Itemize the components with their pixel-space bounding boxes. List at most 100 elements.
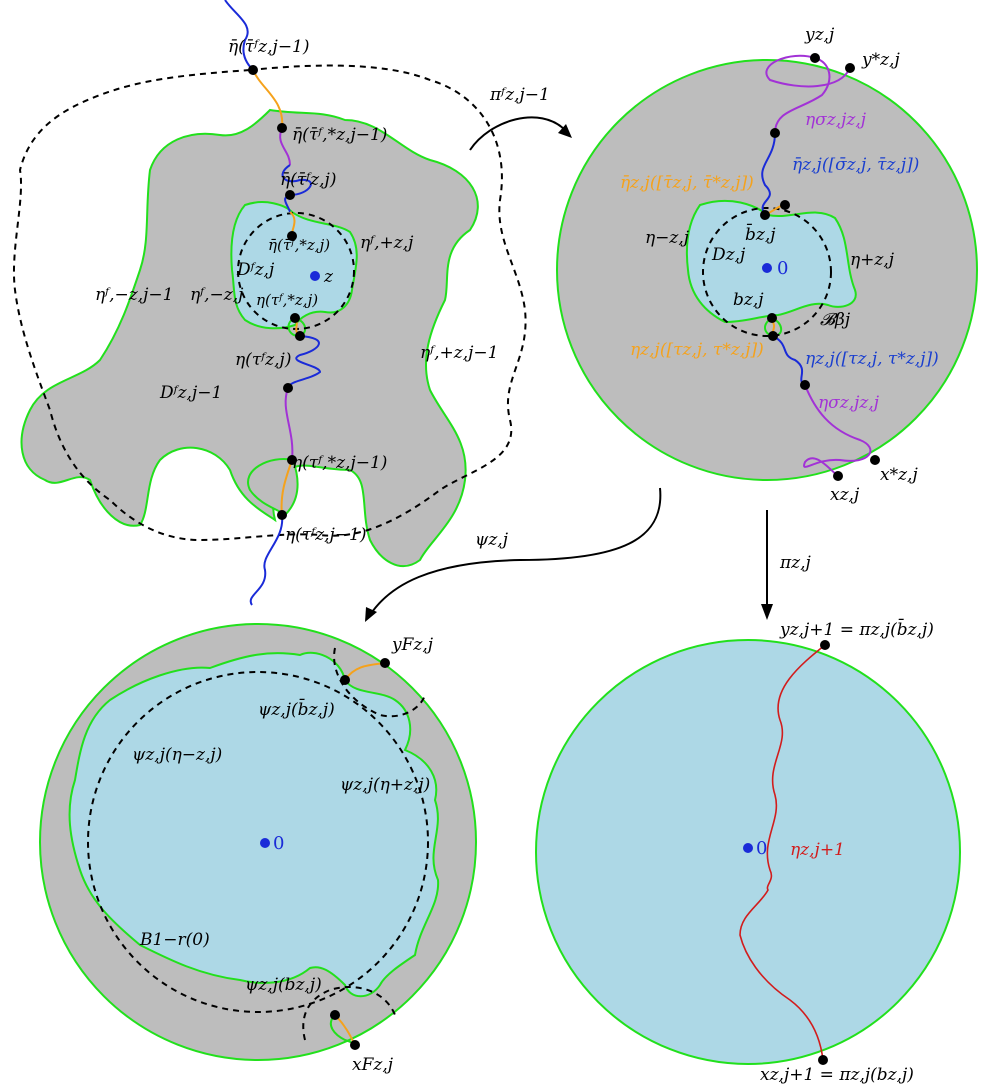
label-zero-br: 0 (756, 838, 767, 859)
label-x-star: x*z,j (880, 465, 918, 485)
label-y-F: yFz,j (391, 635, 434, 655)
label-pi-f: πᶠz,j−1 (489, 85, 550, 105)
point-tr-3 (768, 331, 778, 341)
curve-purple-bottom (803, 384, 872, 477)
label-D-f-jm1: Dᶠz,j−1 (159, 383, 222, 403)
label-eta-tau-star-jm1: η(τᶠ,*z,j−1) (292, 453, 387, 473)
label-y-star: y*z,j (861, 50, 900, 70)
point-tau-j (295, 331, 305, 341)
label-eta-bar-orange: η̄z,j([τ̄z,j, τ̄*z,j]) (620, 173, 754, 193)
label-x: xz,j (830, 485, 860, 505)
curve-blue-top (224, 0, 254, 71)
point-origin-bl (260, 838, 270, 848)
label-eta-plus: η+z,j (850, 250, 895, 270)
label-eta-f-plus-jm1: ηᶠ,+z,j−1 (420, 343, 498, 363)
label-y-next: yz,j+1 = πz,j(b̄z,j) (779, 617, 934, 640)
arrows: πᶠz,j−1 ψz,j πz,j (365, 85, 812, 622)
point-x (833, 471, 843, 481)
label-x-next: xz,j+1 = πz,j(bz,j) (760, 1065, 914, 1085)
point-tr-2 (780, 200, 790, 210)
label-eta-tau-star-j: η(τᶠ,*z,j) (256, 291, 318, 309)
label-eta-f-plus-j: ηᶠ,+z,j (360, 233, 414, 253)
label-psi-b: ψz,j(bz,j) (245, 975, 322, 995)
domain-D-f-jm1 (20, 108, 479, 567)
point-y-next (820, 640, 830, 650)
curve-blue-bottom (249, 514, 284, 606)
point-tr-1 (770, 128, 780, 138)
label-zero-bl: 0 (273, 833, 284, 854)
label-eta-next: ηz,j+1 (790, 840, 845, 860)
label-D-f-j: Dᶠz,j (236, 260, 275, 280)
curve-blue-3 (287, 335, 322, 389)
label-eta-blue: ηz,j([τz,j, τ*z,j]) (805, 349, 939, 369)
arrow-psi (369, 487, 662, 616)
label-eta-f-minus-jm1: ηᶠ,−z,j−1 (95, 285, 173, 305)
domain-D-j (685, 199, 857, 324)
label-pi: πz,j (779, 553, 812, 573)
point-y-F (380, 658, 390, 668)
arrow-pi-f (469, 116, 566, 151)
panel-top-left: η̄(τ̄ᶠz,j−1) η̄(τ̄ᶠ,*z,j−1) η̄(τ̄ᶠz,j) η… (12, 0, 527, 606)
point-tau-bar-star-jm1 (277, 123, 287, 133)
label-eta-f-minus-j: ηᶠ,−z,j (190, 285, 244, 305)
label-eta-sigma-top: ησz,jz,j (805, 110, 867, 130)
point-b-bar-top (760, 210, 770, 220)
label-z: z (323, 267, 334, 287)
point-origin-tr (762, 263, 772, 273)
label-y: yz,j (804, 25, 835, 45)
label-b: bz,j (733, 290, 764, 310)
label-eta-tau-j: η(τᶠz,j) (235, 350, 291, 370)
point-tau-bar-j (285, 190, 295, 200)
label-eta-bar-seg: η̄z,j([σ̄z,j, τ̄z,j]) (792, 155, 919, 175)
label-x-F: xFz,j (352, 1055, 394, 1075)
point-tau-jm1 (277, 510, 287, 520)
arrow-pi-f-head (558, 124, 572, 138)
label-psi-b-bar: ψz,j(b̄z,j) (258, 697, 335, 720)
point-b (767, 313, 777, 323)
label-psi: ψz,j (475, 530, 509, 550)
panel-bottom-right: yz,j+1 = πz,j(b̄z,j) ηz,j+1 0 xz,j+1 = π… (535, 617, 961, 1085)
label-B-ball: B1−r(0) (139, 930, 210, 950)
label-eta-bar-tau-star-jm1: η̄(τ̄ᶠ,*z,j−1) (292, 125, 387, 145)
point-psi-b (330, 1010, 340, 1020)
curve-blue-2 (281, 164, 312, 213)
label-psi-eta-plus: ψz,j(η+z,j) (340, 775, 430, 795)
point-origin-br (743, 843, 753, 853)
label-psi-eta-minus: ψz,j(η−z,j) (132, 745, 222, 765)
dashed-boundary-jm1 (12, 64, 527, 542)
label-eta-orange: ηz,j([τz,j, τ*z,j]) (630, 340, 764, 360)
domain-D-f-j (230, 201, 358, 330)
curve-orange-1 (252, 69, 284, 129)
point-tr-4 (800, 380, 810, 390)
point-x-F (350, 1040, 360, 1050)
inner-loop-bottom (247, 458, 299, 517)
point-x-next (818, 1055, 828, 1065)
panel-top-right: yz,j y*z,j ησz,jz,j η̄z,j([σ̄z,j, τ̄z,j]… (556, 25, 978, 505)
point-tau-bar-jm1 (248, 65, 258, 75)
label-B-beta: 𝓑βj (820, 310, 851, 330)
panel-bottom-left: yFz,j ψz,j(b̄z,j) ψz,j(η−z,j) ψz,j(η+z,j… (39, 623, 477, 1075)
label-eta-minus: η−z,j (645, 228, 690, 248)
arrow-psi-head (365, 607, 377, 622)
label-eta-bar-tau-star-j: η̄(τ̄ᶠ,*z,j) (268, 236, 330, 254)
point-tau-star-jm1 (287, 455, 297, 465)
label-eta-tau-jm1: η(τᶠz,j−1) (285, 525, 367, 545)
point-x-star (870, 455, 880, 465)
point-tau-star-j (290, 313, 300, 323)
point-y-star (845, 63, 855, 73)
domain-psi-D (68, 651, 440, 998)
point-z (310, 271, 320, 281)
label-eta-sigma-bottom: ησz,jz,j (818, 393, 880, 413)
point-y (810, 53, 820, 63)
label-eta-bar-tau-jm1: η̄(τ̄ᶠz,j−1) (228, 37, 310, 57)
arrow-pi-head (761, 604, 773, 620)
dashed-top-bl (333, 647, 426, 718)
dashed-ball-tr (702, 207, 832, 337)
point-psi-b-bar (340, 675, 350, 685)
curve-eta-next (739, 644, 826, 1061)
label-eta-bar-tau-j: η̄(τ̄ᶠz,j) (280, 170, 336, 190)
point-tau-bar-star-j (287, 231, 297, 241)
label-D: Dz,j (711, 245, 746, 265)
